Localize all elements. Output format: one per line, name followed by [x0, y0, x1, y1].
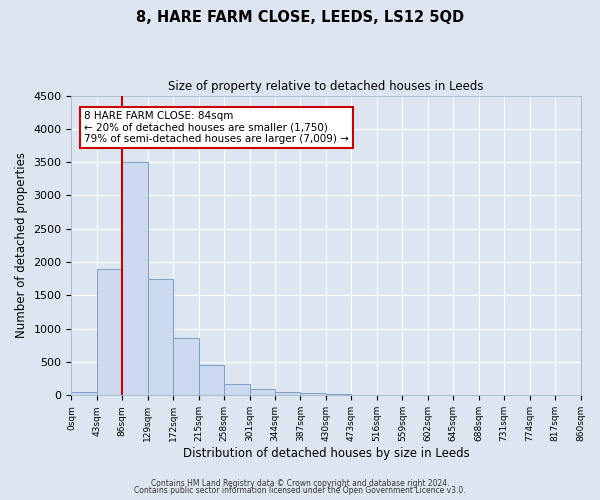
Bar [199, 364, 224, 396]
Bar [148, 279, 173, 396]
Bar [250, 389, 275, 396]
Text: Contains HM Land Registry data © Crown copyright and database right 2024.: Contains HM Land Registry data © Crown c… [151, 478, 449, 488]
Title: Size of property relative to detached houses in Leeds: Size of property relative to detached ho… [168, 80, 484, 93]
Bar [97, 269, 122, 396]
X-axis label: Distribution of detached houses by size in Leeds: Distribution of detached houses by size … [182, 447, 469, 460]
Bar [122, 162, 148, 396]
Y-axis label: Number of detached properties: Number of detached properties [15, 152, 28, 338]
Bar [301, 394, 326, 396]
Bar [173, 338, 199, 396]
Text: 8, HARE FARM CLOSE, LEEDS, LS12 5QD: 8, HARE FARM CLOSE, LEEDS, LS12 5QD [136, 10, 464, 25]
Bar [224, 384, 250, 396]
Text: 8 HARE FARM CLOSE: 84sqm
← 20% of detached houses are smaller (1,750)
79% of sem: 8 HARE FARM CLOSE: 84sqm ← 20% of detach… [84, 111, 349, 144]
Bar [326, 394, 352, 396]
Text: Contains public sector information licensed under the Open Government Licence v3: Contains public sector information licen… [134, 486, 466, 495]
Bar [275, 392, 301, 396]
Bar [71, 392, 97, 396]
